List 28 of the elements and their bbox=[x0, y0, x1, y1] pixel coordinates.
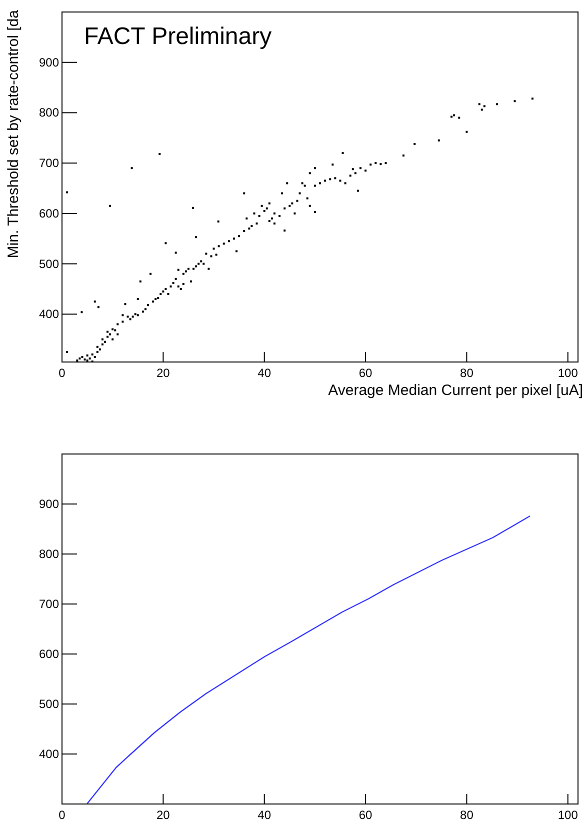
y-tick-label: 900 bbox=[38, 497, 60, 511]
x-tick-label: 100 bbox=[558, 366, 578, 380]
y-tick-label: 700 bbox=[38, 597, 60, 611]
x-tick-label: 100 bbox=[558, 808, 578, 821]
y-tick-label: 800 bbox=[38, 106, 60, 120]
x-tick-label: 20 bbox=[156, 366, 170, 380]
y-tick-label: 500 bbox=[38, 697, 60, 711]
x-tick-label: 40 bbox=[258, 808, 272, 821]
line-series bbox=[86, 515, 531, 804]
x-tick-label: 0 bbox=[58, 366, 66, 380]
y-tick-label: 600 bbox=[38, 206, 60, 220]
y-tick-label: 500 bbox=[38, 256, 60, 271]
y-tick-label: 800 bbox=[38, 547, 60, 561]
x-tick-label: 80 bbox=[460, 808, 474, 821]
y-tick-label: 600 bbox=[38, 647, 60, 661]
y-tick-label: 400 bbox=[38, 747, 60, 761]
text: FACT Preliminary bbox=[84, 23, 272, 50]
x-tick-label: 60 bbox=[358, 366, 373, 380]
x-tick-label: 20 bbox=[156, 808, 170, 821]
y-tick-label: 900 bbox=[38, 55, 60, 70]
x-tick-label: 80 bbox=[460, 366, 474, 380]
x-tick-label: 0 bbox=[58, 808, 66, 821]
y-axis-title: Min. Threshold set by rate-control [da bbox=[5, 9, 22, 258]
y-tick-label: 700 bbox=[38, 156, 60, 170]
x-tick-label: 60 bbox=[358, 808, 373, 821]
x-axis-title: Average Median Current per pixel [uA] bbox=[328, 382, 583, 399]
y-tick-label: 400 bbox=[38, 307, 60, 322]
x-tick-label: 40 bbox=[258, 366, 272, 380]
